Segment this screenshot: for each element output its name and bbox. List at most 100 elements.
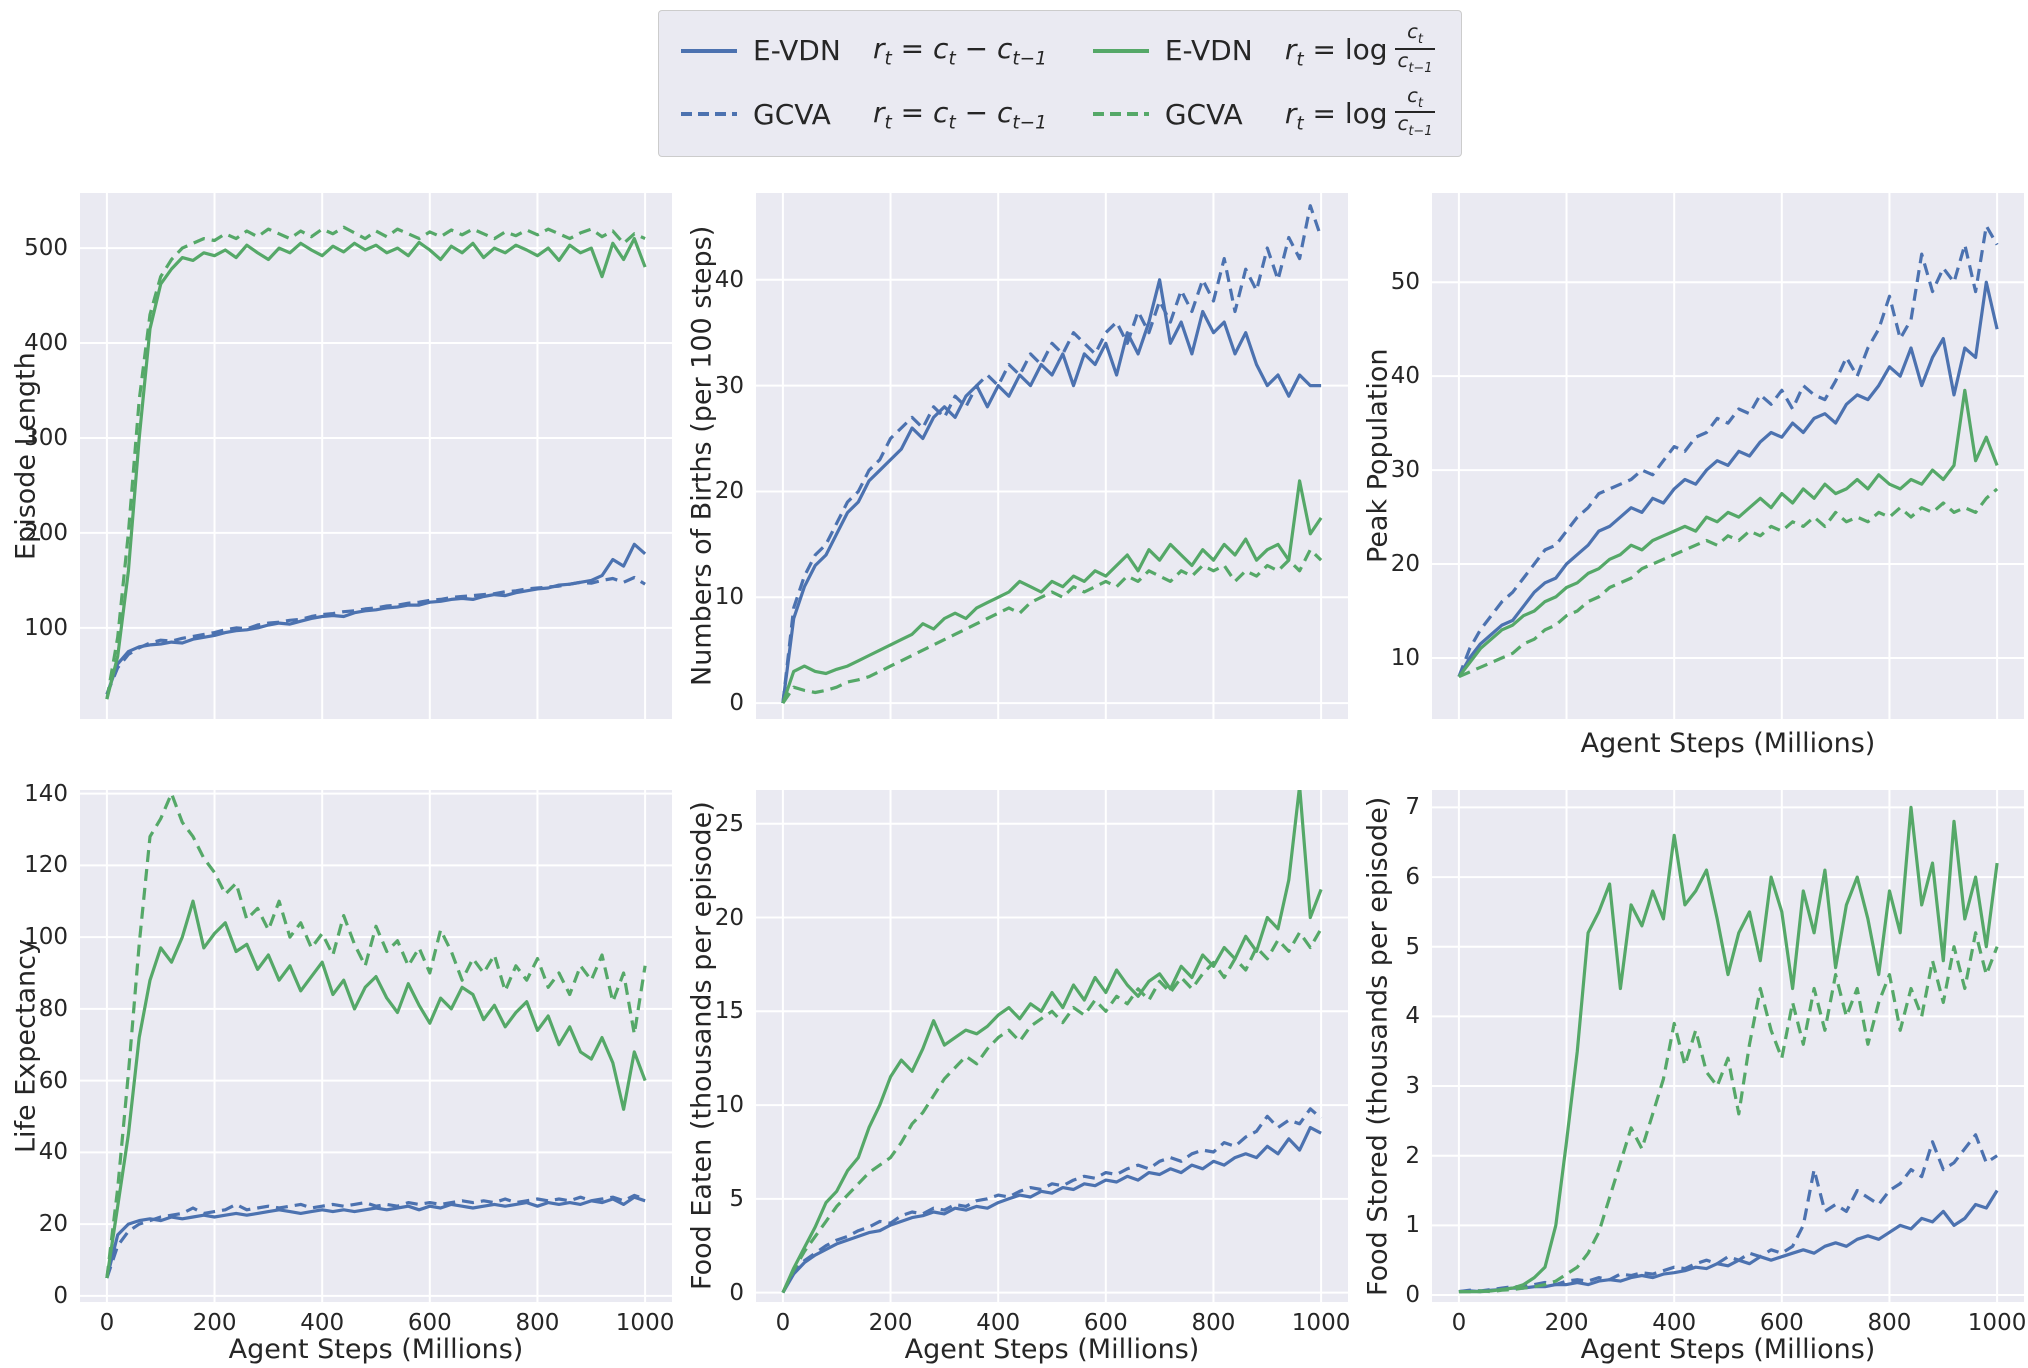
- y-tick-label: 120: [24, 852, 68, 879]
- legend-entry-gcva-diff: GCVA rt = ct − ct−1: [681, 87, 1047, 143]
- series-line: [781, 790, 1323, 1294]
- legend-label: E-VDN: [753, 34, 841, 68]
- x-axis-label-bottom-middle: Agent Steps (Millions): [904, 1334, 1200, 1365]
- blue-solid-line-icon: [681, 48, 737, 53]
- x-tick-label: 400: [300, 1310, 345, 1336]
- x-tick-label: 400: [1652, 1310, 1697, 1336]
- x-axis-label-top-right: Agent Steps (Millions): [1580, 728, 1876, 759]
- y-tick-label: 50: [1390, 269, 1420, 296]
- y-tick-label: 80: [38, 995, 68, 1022]
- x-tick-label: 200: [192, 1310, 237, 1336]
- life-expectancy-plot: [80, 790, 672, 1302]
- x-tick-label: 1000: [615, 1310, 675, 1336]
- y-tick-label: 1: [1405, 1212, 1420, 1239]
- series-line: [1458, 487, 1999, 679]
- x-tick-label: 600: [1759, 1310, 1804, 1336]
- y-tick-label: 0: [1405, 1282, 1420, 1309]
- blue-dashed-line-icon: [681, 112, 737, 117]
- plot-background: [756, 790, 1348, 1302]
- x-tick-label: 200: [868, 1310, 913, 1336]
- x-tick-label: 400: [976, 1310, 1021, 1336]
- series-line: [1457, 388, 1999, 678]
- series-line: [105, 791, 647, 1279]
- y-tick-label: 100: [24, 614, 68, 641]
- y-tick-label: 300: [24, 424, 68, 451]
- plot-background: [756, 193, 1348, 719]
- series-line: [105, 575, 646, 695]
- y-tick-label: 0: [729, 1279, 744, 1306]
- x-tick-label: 1000: [1967, 1310, 2027, 1336]
- x-tick-label: 0: [99, 1310, 115, 1336]
- y-tick-label: 25: [714, 810, 744, 837]
- x-tick-label: 800: [1867, 1310, 1912, 1336]
- y-tick-label: 100: [24, 924, 68, 951]
- series-line: [105, 1193, 646, 1279]
- y-tick-label: 10: [714, 584, 744, 611]
- y-tick-label: 140: [24, 780, 68, 807]
- legend-label: E-VDN: [1164, 34, 1253, 68]
- peak-population-plot: [1432, 193, 2024, 719]
- legend-formula-diff: rt = ct − ct−1: [873, 95, 1047, 134]
- y-tick-label: 30: [714, 372, 744, 399]
- y-tick-label: 10: [1390, 644, 1420, 671]
- y-tick-label: 30: [1390, 457, 1420, 484]
- series-line: [781, 479, 1323, 704]
- series-line: [105, 236, 647, 700]
- legend-formula-diff: rt = ct − ct−1: [873, 31, 1047, 70]
- green-dashed-line-icon: [1092, 112, 1149, 117]
- plot-background: [80, 193, 672, 719]
- series-line: [1458, 931, 1999, 1294]
- y-tick-label: 15: [714, 998, 744, 1025]
- y-tick-label: 6: [1405, 864, 1420, 891]
- plot-background: [80, 790, 672, 1302]
- legend-entry-gcva-log: GCVA rt = log ct ct−1: [1092, 84, 1436, 143]
- episode-length-plot: [80, 193, 672, 719]
- y-tick-label: 5: [729, 1185, 744, 1212]
- x-tick-label: 200: [1544, 1310, 1589, 1336]
- series-line: [105, 899, 647, 1279]
- y-tick-label: 4: [1405, 1003, 1420, 1030]
- series-line: [1457, 280, 1999, 678]
- y-tick-label: 60: [38, 1067, 68, 1094]
- y-tick-label: 200: [24, 519, 68, 546]
- food-stored-plot: [1432, 790, 2024, 1302]
- series-line: [781, 1107, 1323, 1294]
- y-tick-label: 20: [1390, 551, 1420, 578]
- y-tick-label: 3: [1405, 1073, 1420, 1100]
- plot-background: [1432, 790, 2024, 1302]
- series-line: [781, 204, 1323, 704]
- y-tick-label: 0: [729, 690, 744, 717]
- green-solid-line-icon: [1092, 48, 1149, 53]
- legend-entry-evdn-log: E-VDN rt = log ct ct−1: [1092, 20, 1436, 79]
- x-tick-label: 800: [1191, 1310, 1236, 1336]
- y-tick-label: 40: [38, 1139, 68, 1166]
- x-tick-label: 800: [515, 1310, 560, 1336]
- series-line: [1458, 805, 1999, 1294]
- series-line: [105, 225, 646, 700]
- y-tick-label: 20: [38, 1211, 68, 1238]
- series-line: [781, 548, 1323, 704]
- x-tick-label: 600: [1083, 1310, 1128, 1336]
- series-line: [105, 1195, 646, 1279]
- series-line: [1458, 1189, 1999, 1294]
- legend-entry-evdn-diff: E-VDN rt = ct − ct−1: [681, 23, 1047, 79]
- series-line: [781, 927, 1323, 1294]
- series-line: [1458, 1133, 1998, 1294]
- y-tick-label: 7: [1405, 794, 1420, 821]
- food-eaten-plot: [756, 790, 1348, 1302]
- legend: E-VDN rt = ct − ct−1 GCVA rt = ct − ct−1…: [658, 10, 1463, 158]
- x-axis-label-bottom-right: Agent Steps (Millions): [1580, 1334, 1876, 1365]
- y-tick-label: 20: [714, 904, 744, 931]
- series-line: [1457, 224, 1999, 678]
- x-tick-label: 1000: [1291, 1310, 1351, 1336]
- y-tick-label: 500: [24, 235, 68, 262]
- legend-formula-log: rt = log ct ct−1: [1285, 20, 1436, 79]
- legend-label: GCVA: [753, 97, 831, 131]
- y-tick-label: 10: [714, 1092, 744, 1119]
- y-tick-label: 0: [53, 1282, 68, 1309]
- y-tick-label: 5: [1405, 933, 1420, 960]
- y-tick-label: 40: [1390, 363, 1420, 390]
- births-plot: [756, 193, 1348, 719]
- y-tick-label: 20: [714, 478, 744, 505]
